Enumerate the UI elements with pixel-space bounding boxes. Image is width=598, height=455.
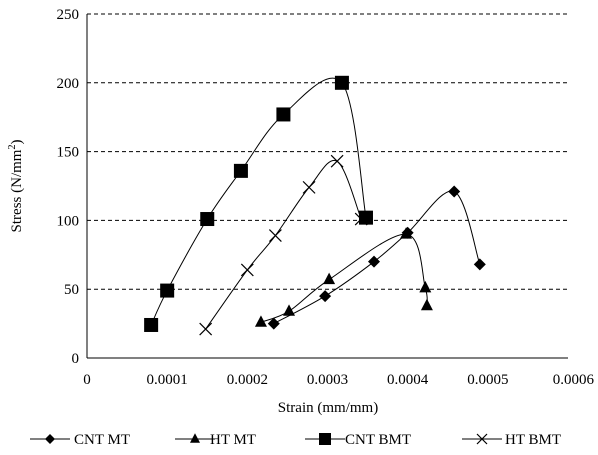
data-point-ht-bmt bbox=[354, 212, 368, 226]
data-point-cnt-bmt bbox=[233, 163, 248, 178]
data-point-ht-bmt-stroke-b bbox=[268, 229, 282, 242]
data-point-ht-bmt bbox=[199, 322, 213, 336]
y-tick-label: 250 bbox=[57, 7, 80, 23]
x-tick-label: 0.0001 bbox=[147, 372, 188, 388]
data-point-ht-bmt bbox=[268, 229, 282, 242]
x-tick-label: 0.0005 bbox=[467, 372, 508, 388]
legend-item-cnt-bmt: CNT BMT bbox=[305, 432, 411, 448]
series-layer bbox=[144, 75, 486, 336]
y-tick-labels: 0 50 100 150 200 250 bbox=[57, 7, 80, 367]
data-point-cnt-bmt bbox=[276, 107, 291, 122]
x-tick-label: 0.0002 bbox=[227, 372, 268, 388]
data-point-cnt-bmt bbox=[144, 317, 159, 332]
series-cnt-bmt bbox=[144, 75, 373, 332]
legend-label: HT BMT bbox=[505, 432, 561, 448]
legend-label: CNT BMT bbox=[345, 432, 411, 448]
x-tick-label: 0.0003 bbox=[307, 372, 348, 388]
series-ht-bmt bbox=[199, 154, 368, 336]
data-point-cnt-bmt bbox=[334, 75, 349, 90]
legend-marker-cnt-bmt bbox=[319, 433, 331, 445]
x-tick-label: 0.0006 bbox=[553, 372, 595, 388]
data-point-ht-mt bbox=[323, 272, 336, 285]
legend-marker-cnt-mt bbox=[45, 434, 55, 444]
series-line-cnt-bmt bbox=[150, 77, 367, 326]
data-point-cnt-mt bbox=[267, 317, 280, 330]
legend-item-cnt-mt: CNT MT bbox=[30, 432, 130, 448]
data-point-ht-mt bbox=[420, 298, 433, 311]
legend-label: HT MT bbox=[210, 432, 256, 448]
data-point-ht-bmt-stroke-b bbox=[302, 180, 316, 194]
legend: CNT MT HT MT CNT BMT HT BMT bbox=[30, 432, 561, 448]
series-ht-mt bbox=[254, 227, 433, 327]
data-point-cnt-mt bbox=[473, 258, 486, 271]
data-point-cnt-mt bbox=[448, 185, 461, 198]
data-point-ht-bmt-stroke-b bbox=[240, 263, 254, 277]
x-tick-labels: 0 0.0001 0.0002 0.0003 0.0004 0.0005 0.0006 bbox=[83, 372, 594, 388]
y-tick-label: 0 bbox=[72, 351, 80, 367]
data-point-ht-bmt-stroke-b bbox=[330, 154, 344, 168]
data-point-ht-bmt-stroke-b bbox=[199, 322, 213, 336]
legend-marker-ht-bmt bbox=[476, 433, 488, 445]
y-tick-label: 100 bbox=[57, 213, 80, 229]
series-cnt-mt bbox=[267, 185, 486, 330]
y-axis-title-superscript: 2 bbox=[7, 145, 18, 150]
legend-item-ht-bmt: HT BMT bbox=[462, 432, 561, 448]
data-point-cnt-mt bbox=[319, 290, 332, 303]
y-tick-label: 200 bbox=[57, 76, 80, 92]
data-point-ht-mt bbox=[400, 227, 413, 239]
grid-lines bbox=[87, 13, 568, 290]
axes bbox=[86, 14, 568, 359]
series-line-ht-bmt bbox=[205, 159, 362, 330]
legend-marker-ht-bmt-stroke-b bbox=[476, 433, 488, 445]
y-tick-label: 150 bbox=[57, 145, 80, 161]
y-tick-label: 50 bbox=[64, 282, 79, 298]
data-point-cnt-bmt bbox=[200, 212, 215, 227]
data-point-ht-mt bbox=[283, 304, 296, 316]
data-point-ht-bmt bbox=[302, 180, 316, 194]
data-point-ht-mt bbox=[254, 315, 267, 327]
data-point-cnt-mt bbox=[367, 255, 380, 268]
y-axis-title-close: ) bbox=[9, 140, 25, 145]
legend-label: CNT MT bbox=[74, 432, 130, 448]
data-point-ht-bmt-stroke-b bbox=[354, 212, 368, 226]
data-point-cnt-bmt bbox=[160, 283, 175, 298]
x-tick-label: 0.0004 bbox=[387, 372, 429, 388]
series-line-ht-mt bbox=[260, 233, 428, 323]
y-axis-title: Stress (N/mm2) bbox=[7, 140, 25, 233]
legend-marker-ht-mt bbox=[190, 433, 200, 443]
data-point-ht-bmt bbox=[240, 263, 254, 277]
y-axis-title-main: Stress (N/mm bbox=[9, 149, 25, 232]
legend-item-ht-mt: HT MT bbox=[175, 432, 256, 448]
data-point-ht-bmt bbox=[330, 154, 344, 168]
data-point-ht-mt bbox=[419, 280, 432, 293]
x-tick-label: 0 bbox=[83, 372, 91, 388]
series-line-cnt-mt bbox=[273, 190, 481, 325]
x-axis-title: Strain (mm/mm) bbox=[278, 400, 378, 416]
